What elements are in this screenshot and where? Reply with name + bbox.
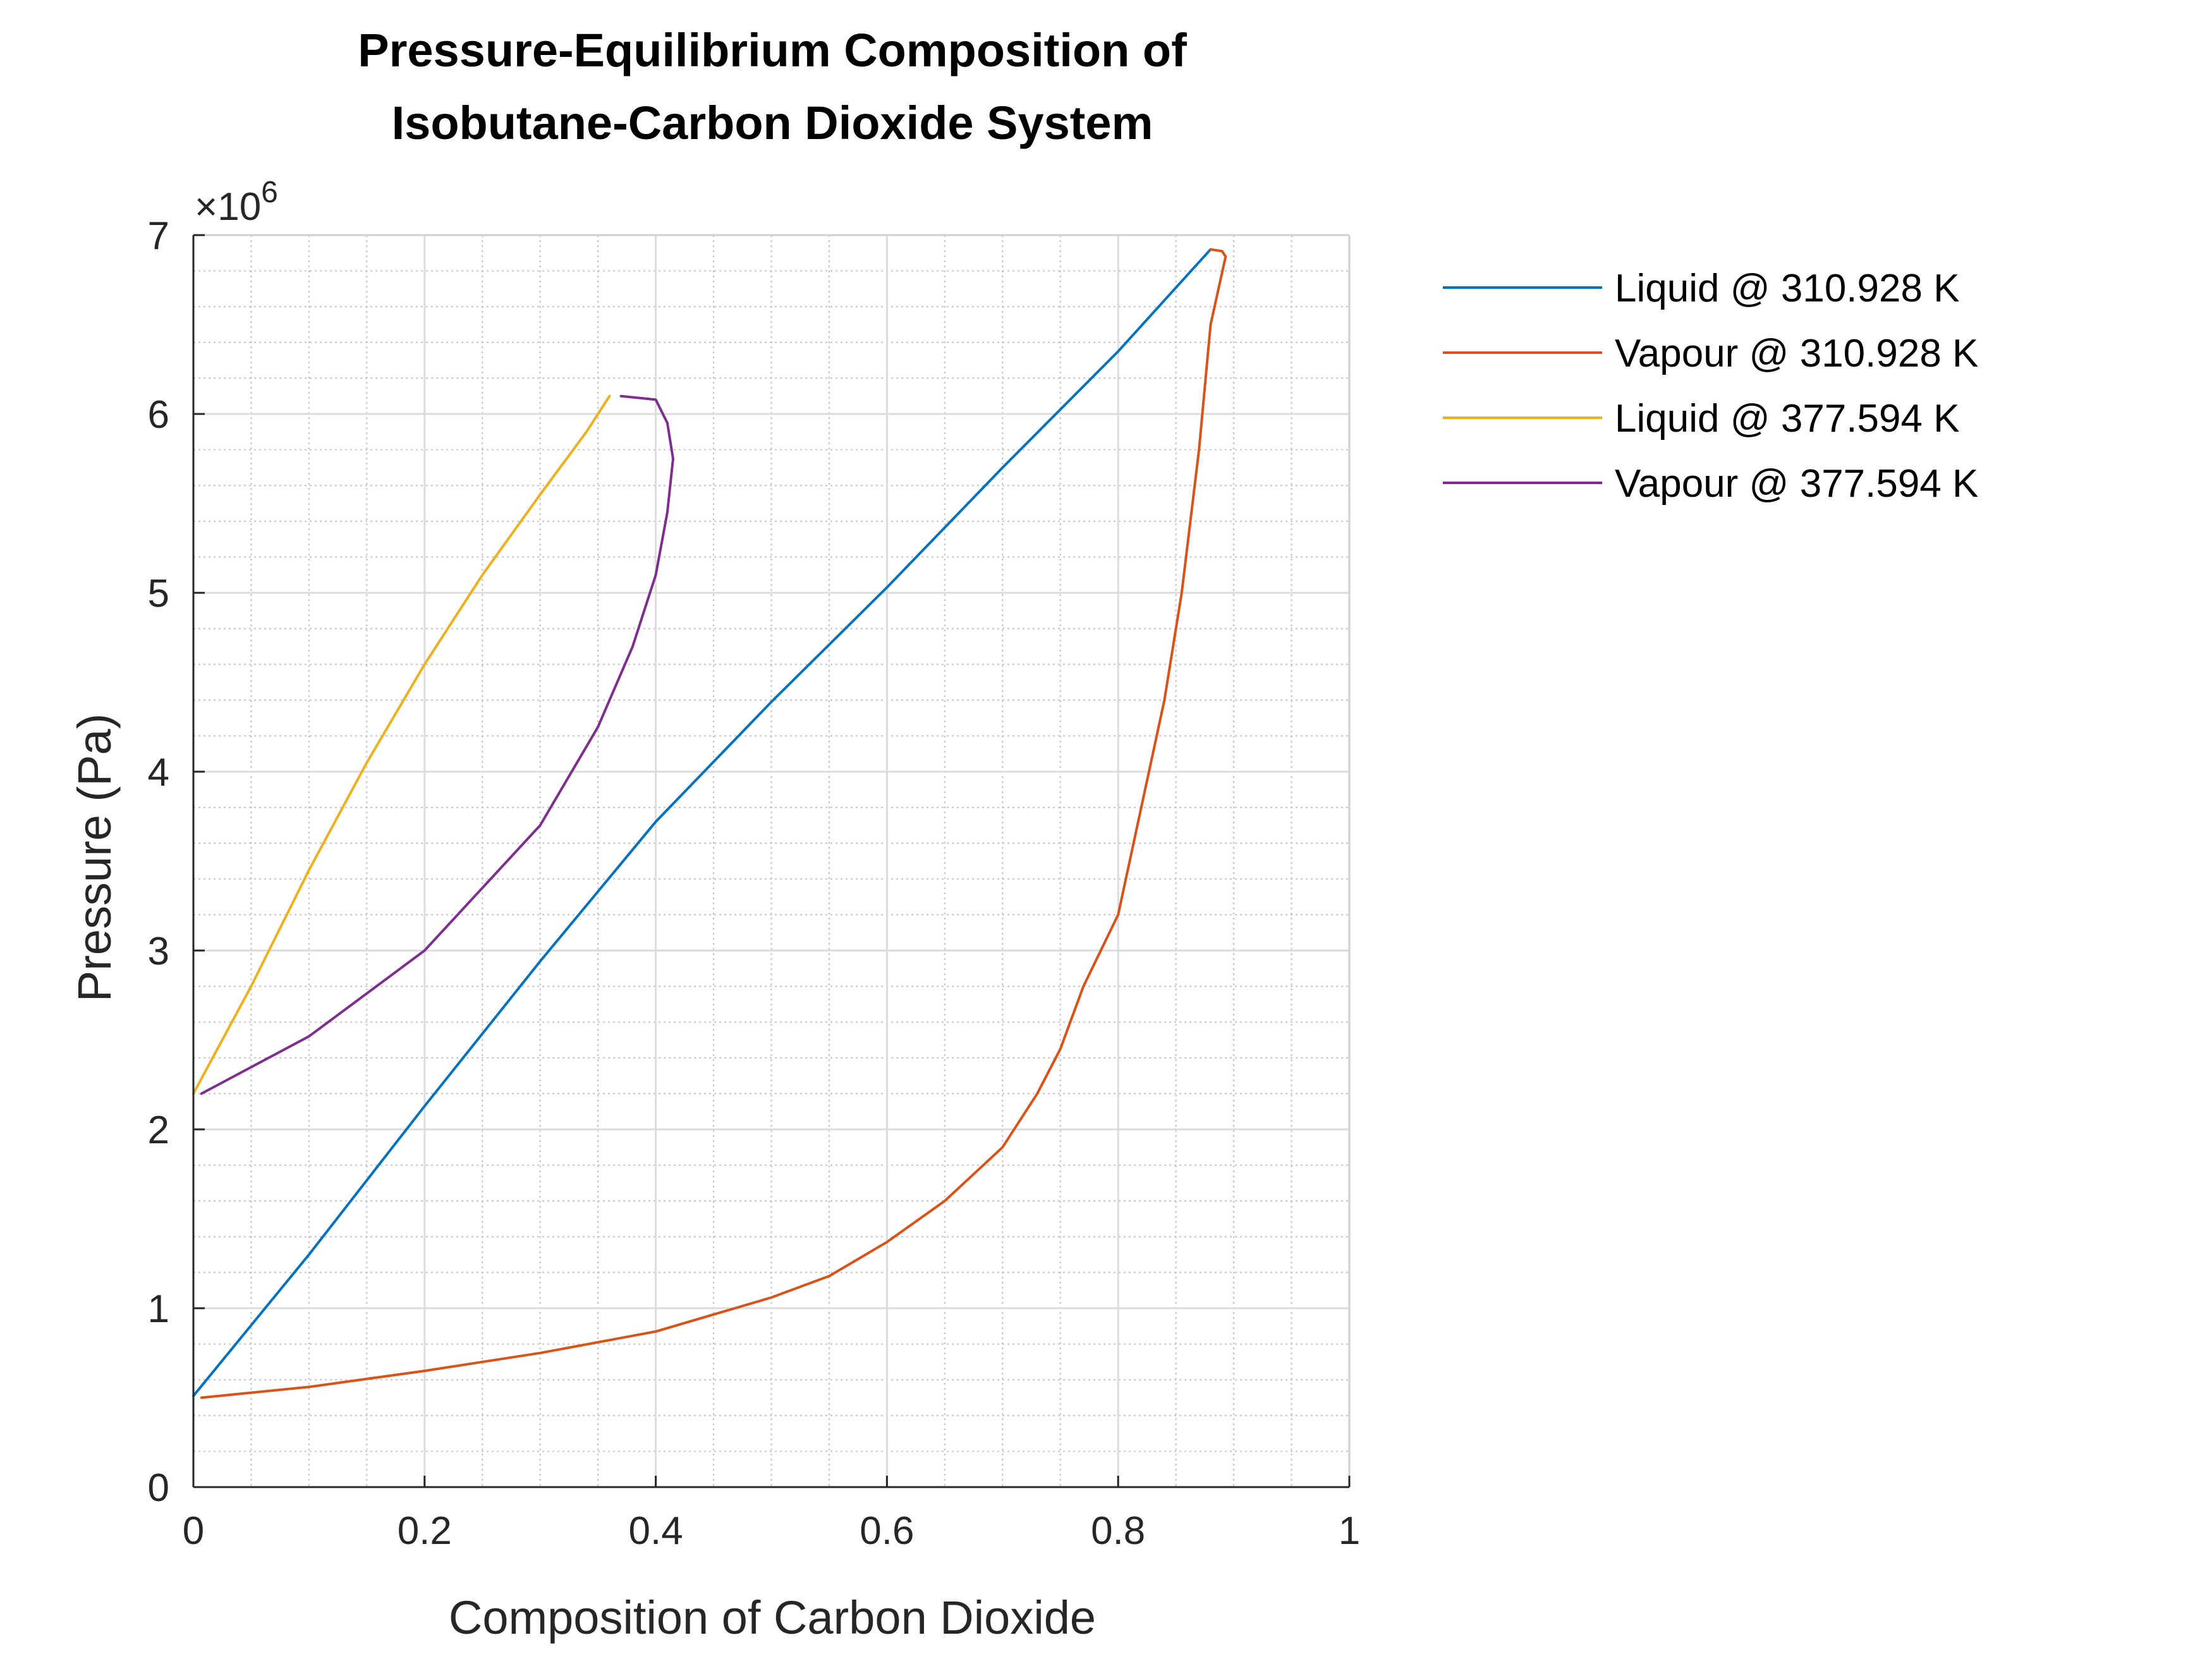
x-tick-label: 1 xyxy=(1339,1509,1360,1553)
x-tick-label: 0.6 xyxy=(860,1509,914,1553)
y-tick-label: 7 xyxy=(148,214,169,258)
y-axis-label: Pressure (Pa) xyxy=(68,714,121,1002)
series-line-2 xyxy=(200,248,1227,1399)
x-tick-label: 0 xyxy=(183,1509,204,1553)
axes xyxy=(192,234,1351,1488)
chart-title-line-2: Isobutane-Carbon Dioxide System xyxy=(392,97,1153,149)
legend-label-4: Vapour @ 377.594 K xyxy=(1615,462,1978,506)
x-tick-label: 0.2 xyxy=(398,1509,452,1553)
y-exponent-label: ×106 xyxy=(195,176,278,229)
x-tick-label: 0.8 xyxy=(1091,1509,1145,1553)
y-tick-label: 4 xyxy=(148,751,169,794)
y-exponent-base: ×10 xyxy=(195,185,261,229)
series-line-1 xyxy=(192,248,1212,1397)
series-line-3 xyxy=(192,394,611,1095)
minor-grid xyxy=(193,235,1349,1487)
x-tick-label: 0.4 xyxy=(628,1509,683,1553)
legend: Liquid @ 310.928 K Vapour @ 310.928 K Liqu… xyxy=(1443,267,1978,506)
y-tick-label: 0 xyxy=(148,1466,169,1510)
chart-title-line-1: Pressure-Equilibrium Composition of xyxy=(358,24,1187,76)
y-exponent-power: 6 xyxy=(261,176,278,209)
legend-label-3: Liquid @ 377.594 K xyxy=(1615,397,1960,441)
y-tick-label: 1 xyxy=(148,1287,169,1331)
y-tick-label: 6 xyxy=(148,393,169,437)
y-tick-label: 2 xyxy=(148,1109,169,1152)
y-tick-label: 3 xyxy=(148,930,169,973)
tick-labels: 0 0.2 0.4 0.6 0.8 1 0 1 2 3 4 5 6 7 xyxy=(148,214,1361,1553)
series-layer xyxy=(192,248,1227,1399)
x-axis-label: Composition of Carbon Dioxide xyxy=(449,1591,1096,1644)
legend-label-2: Vapour @ 310.928 K xyxy=(1615,332,1978,375)
series-line-4 xyxy=(200,394,674,1095)
legend-label-1: Liquid @ 310.928 K xyxy=(1615,267,1960,310)
y-tick-label: 5 xyxy=(148,572,169,616)
